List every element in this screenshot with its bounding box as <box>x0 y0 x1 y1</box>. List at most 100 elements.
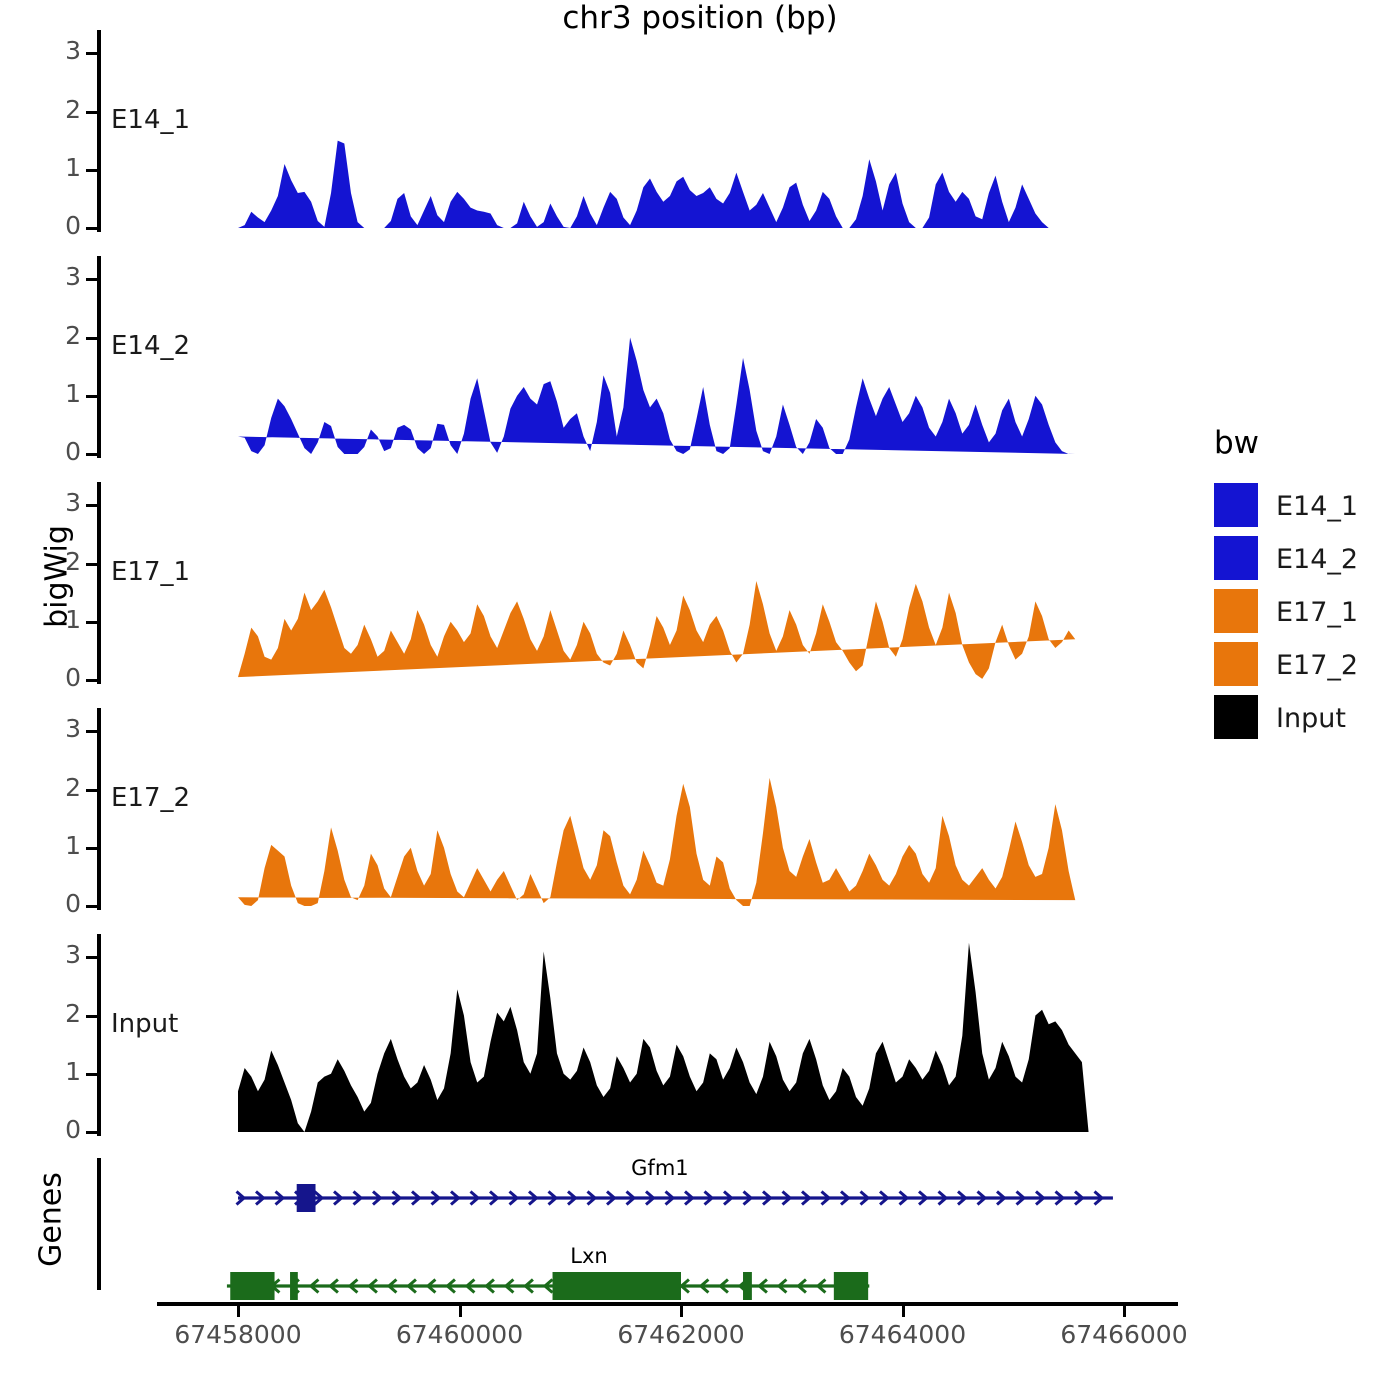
strand-arrow-icon <box>469 1190 481 1206</box>
track-area-E17_2 <box>97 708 1132 910</box>
exon-block <box>296 1184 316 1212</box>
strand-arrow-icon <box>996 1190 1007 1206</box>
exon-block <box>743 1272 752 1300</box>
strand-arrow-icon <box>255 1190 266 1206</box>
strand-arrow-icon <box>625 1190 637 1206</box>
strand-arrow-icon <box>957 1190 968 1206</box>
y-axis-line-Input <box>97 934 101 1136</box>
strand-arrow-icon <box>698 1278 710 1294</box>
strand-arrow-icon <box>503 1278 515 1294</box>
strand-arrow-icon <box>757 1278 768 1294</box>
strand-arrow-icon <box>523 1278 534 1294</box>
strand-arrow-icon <box>484 1278 495 1294</box>
track-label-E14_2: E14_2 <box>111 331 191 362</box>
strand-arrow-icon <box>1035 1190 1046 1206</box>
y-tick-mark <box>86 1131 97 1134</box>
y-tick-mark <box>86 620 97 624</box>
legend-key-E17_1[interactable] <box>1214 589 1258 633</box>
legend-label-E17_1: E17_1 <box>1276 597 1359 628</box>
strand-arrow-icon <box>840 1190 851 1206</box>
genes-axis-line <box>97 1158 101 1290</box>
x-axis-title: chr3 position (bp) <box>562 0 838 36</box>
x-tick-mark <box>680 1306 683 1317</box>
strand-arrow-icon <box>776 1278 788 1294</box>
strand-arrow-icon <box>718 1278 729 1294</box>
track-label-E17_1: E17_1 <box>111 557 191 588</box>
y-tick-mark <box>86 394 97 398</box>
y-axis-line-E14_2 <box>97 256 101 458</box>
exon-block <box>230 1272 275 1300</box>
strand-arrow-icon <box>645 1190 656 1206</box>
y-tick-label: 3 <box>65 714 81 744</box>
track-label-Input: Input <box>111 1009 179 1040</box>
x-tick-mark <box>237 1306 240 1317</box>
y-tick-mark <box>86 562 97 566</box>
strand-arrow-icon <box>411 1190 422 1206</box>
y-tick-mark <box>86 453 97 456</box>
y-tick-label: 0 <box>65 889 81 918</box>
y-tick-mark <box>86 278 97 282</box>
y-tick-mark <box>86 1072 97 1076</box>
y-tick-mark <box>86 336 97 340</box>
y-axis-line-E14_1 <box>97 30 101 232</box>
strand-arrow-icon <box>684 1190 695 1206</box>
track-area-Input <box>97 934 1132 1136</box>
strand-arrow-icon <box>879 1190 890 1206</box>
track-area-E17_1 <box>97 482 1132 684</box>
strand-arrow-icon <box>406 1278 417 1294</box>
y-tick-mark <box>86 679 97 682</box>
y-axis-line-E17_2 <box>97 708 101 910</box>
legend-key-E17_2[interactable] <box>1214 642 1258 686</box>
track-label-E17_2: E17_2 <box>111 783 191 814</box>
strand-arrow-icon <box>679 1278 690 1294</box>
strand-arrow-icon <box>1015 1190 1027 1206</box>
y-tick-label: 3 <box>65 262 81 292</box>
track-label-E14_1: E14_1 <box>111 105 191 136</box>
y-tick-mark <box>86 788 97 792</box>
gene-name-label-Lxn: Lxn <box>570 1244 608 1268</box>
y-tick-mark <box>86 52 97 56</box>
y-tick-label: 3 <box>65 488 81 518</box>
y-axis-line-E17_1 <box>97 482 101 684</box>
y-tick-label: 0 <box>65 1115 81 1144</box>
strand-arrow-icon <box>703 1190 715 1206</box>
strand-arrow-icon <box>606 1190 617 1206</box>
legend-label-E14_1: E14_1 <box>1276 491 1359 522</box>
strand-arrow-icon <box>1074 1190 1085 1206</box>
strand-arrow-icon <box>898 1190 910 1206</box>
strand-arrow-icon <box>567 1190 578 1206</box>
strand-arrow-icon <box>464 1278 476 1294</box>
strand-arrow-icon <box>976 1190 988 1206</box>
strand-arrow-icon <box>937 1190 949 1206</box>
y-tick-mark <box>86 956 97 960</box>
x-tick-label: 67458000 <box>174 1320 302 1349</box>
strand-arrow-icon <box>347 1278 359 1294</box>
y-tick-label: 3 <box>65 36 81 66</box>
strand-arrow-icon <box>723 1190 734 1206</box>
x-tick-mark <box>1123 1306 1126 1317</box>
strand-arrow-icon <box>762 1190 773 1206</box>
x-axis-line <box>157 1302 1178 1306</box>
strand-arrow-icon <box>796 1278 807 1294</box>
y-tick-label: 1 <box>65 1056 81 1086</box>
x-tick-mark <box>901 1306 905 1317</box>
legend-key-E14_1[interactable] <box>1214 483 1258 527</box>
strand-arrow-icon <box>274 1190 286 1206</box>
legend-key-E14_2[interactable] <box>1214 536 1258 580</box>
y-tick-label: 1 <box>65 378 81 408</box>
strand-arrow-icon <box>391 1190 403 1206</box>
y-tick-mark <box>86 504 97 508</box>
track-area-E14_1 <box>97 30 1132 232</box>
y-tick-label: 0 <box>65 437 81 466</box>
strand-arrow-icon <box>313 1190 325 1206</box>
strand-arrow-icon <box>542 1278 554 1294</box>
strand-arrow-icon <box>781 1190 793 1206</box>
x-tick-label: 67466000 <box>1060 1320 1188 1349</box>
strand-arrow-icon <box>547 1190 559 1206</box>
gene-name-label-Gfm1: Gfm1 <box>631 1156 689 1180</box>
strand-arrow-icon <box>664 1190 676 1206</box>
y-tick-label: 1 <box>65 604 81 634</box>
exon-block <box>552 1272 681 1300</box>
legend-key-Input[interactable] <box>1214 695 1258 739</box>
